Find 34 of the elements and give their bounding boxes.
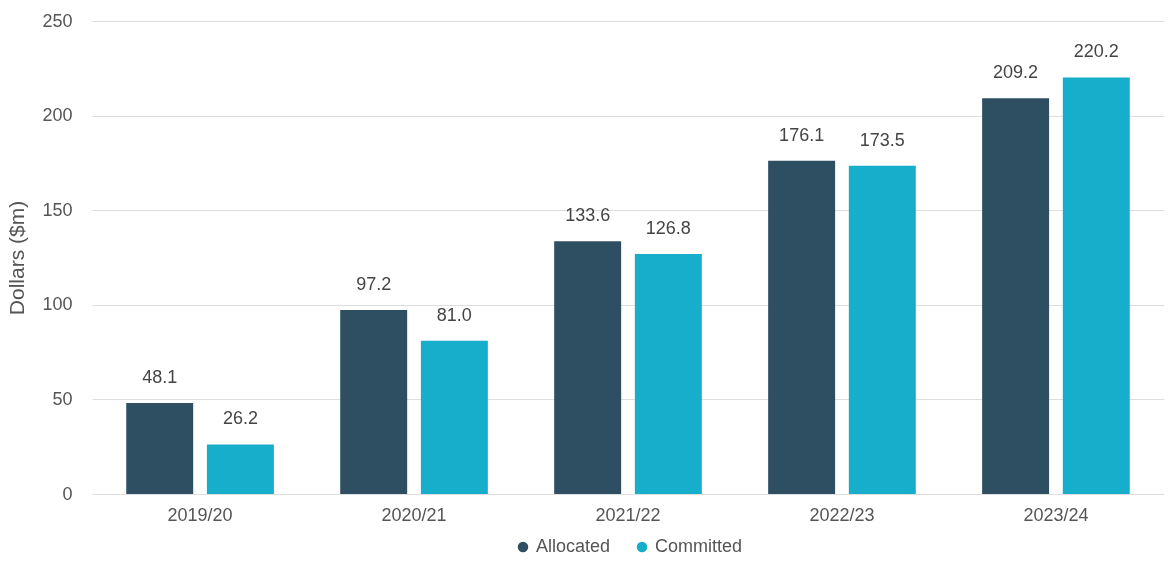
y-tick-label: 250 bbox=[42, 10, 73, 31]
legend-label: Allocated bbox=[536, 536, 611, 556]
data-label: 176.1 bbox=[779, 124, 825, 145]
data-label: 48.1 bbox=[142, 366, 178, 387]
y-tick-label: 200 bbox=[42, 105, 73, 126]
data-label: 133.6 bbox=[565, 205, 611, 226]
bar bbox=[848, 165, 916, 494]
data-label: 97.2 bbox=[356, 274, 392, 295]
bar bbox=[126, 402, 194, 494]
y-tick-label: 100 bbox=[42, 294, 73, 315]
y-tick-label: 50 bbox=[52, 388, 73, 409]
y-tick-label: 150 bbox=[42, 199, 73, 220]
bar bbox=[634, 254, 702, 494]
bar bbox=[982, 98, 1050, 494]
x-tick-label: 2023/24 bbox=[1023, 504, 1089, 525]
y-axis-title: Dollars ($m) bbox=[5, 200, 29, 316]
bar bbox=[340, 310, 408, 494]
bar bbox=[206, 444, 274, 494]
bar bbox=[768, 160, 836, 494]
data-label: 209.2 bbox=[993, 62, 1039, 83]
x-tick-label: 2021/22 bbox=[595, 504, 661, 525]
data-label: 126.8 bbox=[645, 218, 691, 239]
data-label: 173.5 bbox=[859, 129, 905, 150]
bar bbox=[420, 340, 488, 494]
x-tick-label: 2019/20 bbox=[167, 504, 233, 525]
legend-label: Committed bbox=[655, 536, 743, 556]
y-tick-label: 0 bbox=[62, 483, 73, 504]
bar bbox=[554, 241, 622, 494]
x-tick-label: 2020/21 bbox=[381, 504, 447, 525]
x-tick-label: 2022/23 bbox=[809, 504, 875, 525]
data-label: 81.0 bbox=[436, 304, 472, 325]
data-label: 26.2 bbox=[222, 408, 258, 429]
bar bbox=[1062, 77, 1130, 494]
data-label: 220.2 bbox=[1073, 41, 1119, 62]
